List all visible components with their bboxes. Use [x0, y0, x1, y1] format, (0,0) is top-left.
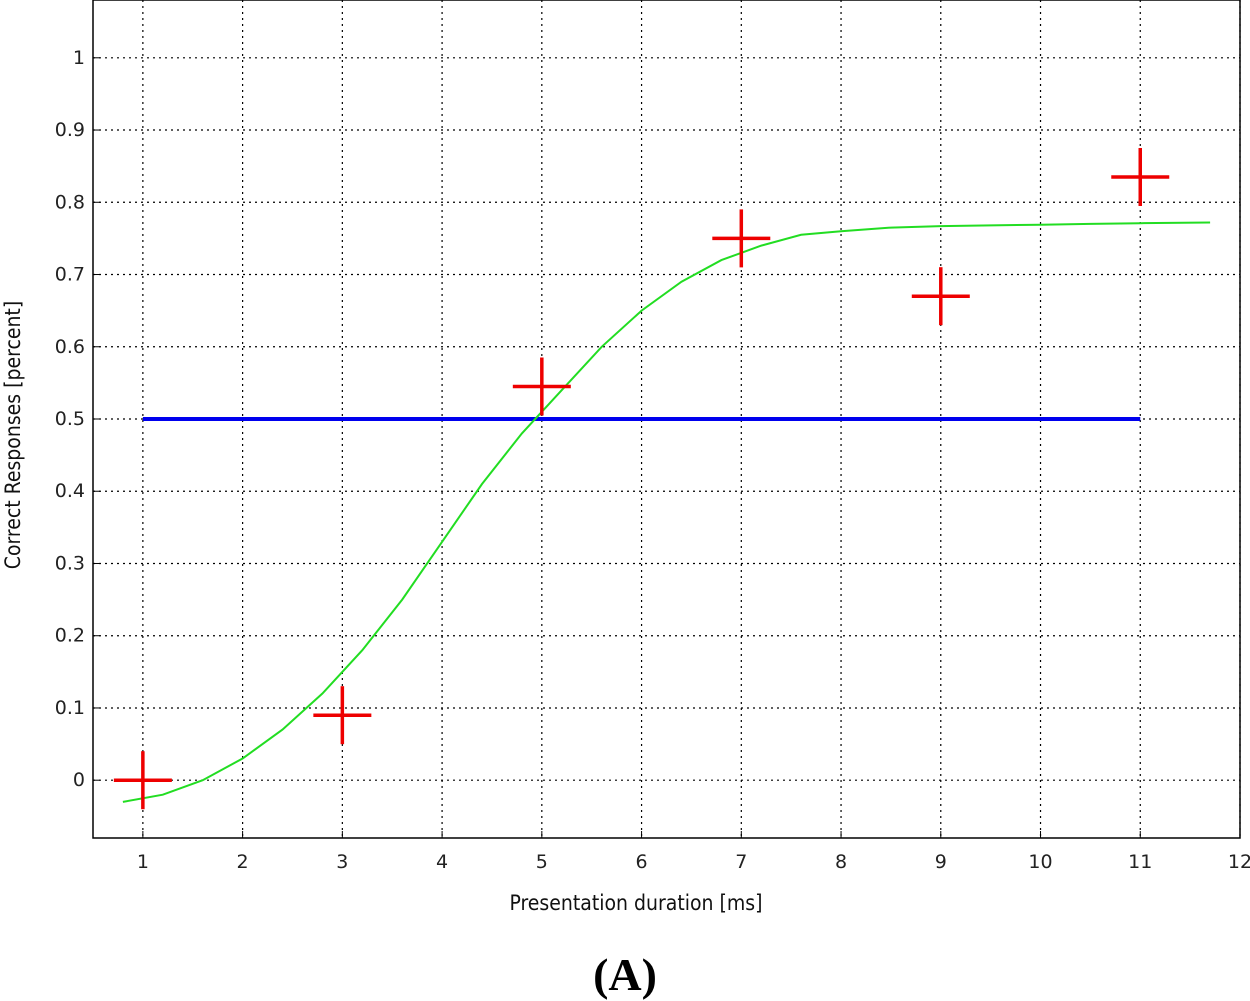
y-tick-label: 0.8: [55, 191, 85, 213]
grid: [93, 0, 1241, 838]
y-tick-label: 0.4: [55, 480, 85, 502]
y-tick-label: 0.9: [55, 119, 85, 141]
y-tick-label: 0.7: [55, 264, 85, 286]
x-tick-label: 9: [935, 851, 947, 873]
y-tick-label: 0: [73, 769, 85, 791]
y-tick-label: 0.3: [55, 552, 85, 574]
y-tick-label: 0.2: [55, 625, 85, 647]
x-tick-label: 3: [336, 851, 348, 873]
x-tick-label: 1: [137, 851, 149, 873]
x-tick-label: 12: [1228, 851, 1250, 873]
y-tick-label: 1: [73, 47, 85, 69]
x-tick-label: 7: [735, 851, 747, 873]
y-axis-label: Correct Responses [percent]: [1, 301, 25, 569]
x-tick-label: 8: [835, 851, 847, 873]
data-point: [113, 751, 172, 810]
x-tick-label: 4: [436, 851, 448, 873]
data-series: [113, 147, 1211, 810]
y-tick-label: 0.6: [55, 336, 85, 358]
x-tick-label: 11: [1128, 851, 1152, 873]
panel-label: (A): [593, 949, 657, 1000]
data-point: [1111, 147, 1170, 206]
y-tick-label: 0.5: [55, 408, 85, 430]
x-tick-label: 10: [1028, 851, 1052, 873]
x-axis-label: Presentation duration [ms]: [509, 891, 762, 915]
data-point: [911, 267, 970, 326]
fit-curve: [122, 221, 1211, 803]
data-point: [313, 686, 372, 745]
x-tick-label: 5: [536, 851, 548, 873]
axis-ticks: 1 2 3 4 5 6 7 8 9 10 11 1200.10.20.30.40.50.60.70.8…: [55, 47, 1250, 873]
x-tick-label: 6: [636, 851, 648, 873]
y-tick-label: 0.1: [55, 697, 85, 719]
data-point: [512, 357, 571, 416]
x-tick-label: 2: [237, 851, 249, 873]
data-point: [712, 209, 771, 268]
